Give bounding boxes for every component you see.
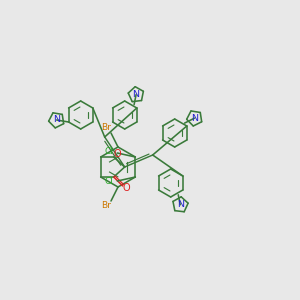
Text: N: N <box>191 114 198 123</box>
Text: O: O <box>114 149 122 159</box>
Text: Br: Br <box>101 124 111 133</box>
Text: N: N <box>133 90 140 99</box>
Text: N: N <box>177 200 184 209</box>
Text: O: O <box>123 183 130 193</box>
Text: Cl: Cl <box>105 148 114 157</box>
Text: N: N <box>53 116 60 124</box>
Text: Br: Br <box>101 202 111 211</box>
Text: Cl: Cl <box>105 178 114 187</box>
